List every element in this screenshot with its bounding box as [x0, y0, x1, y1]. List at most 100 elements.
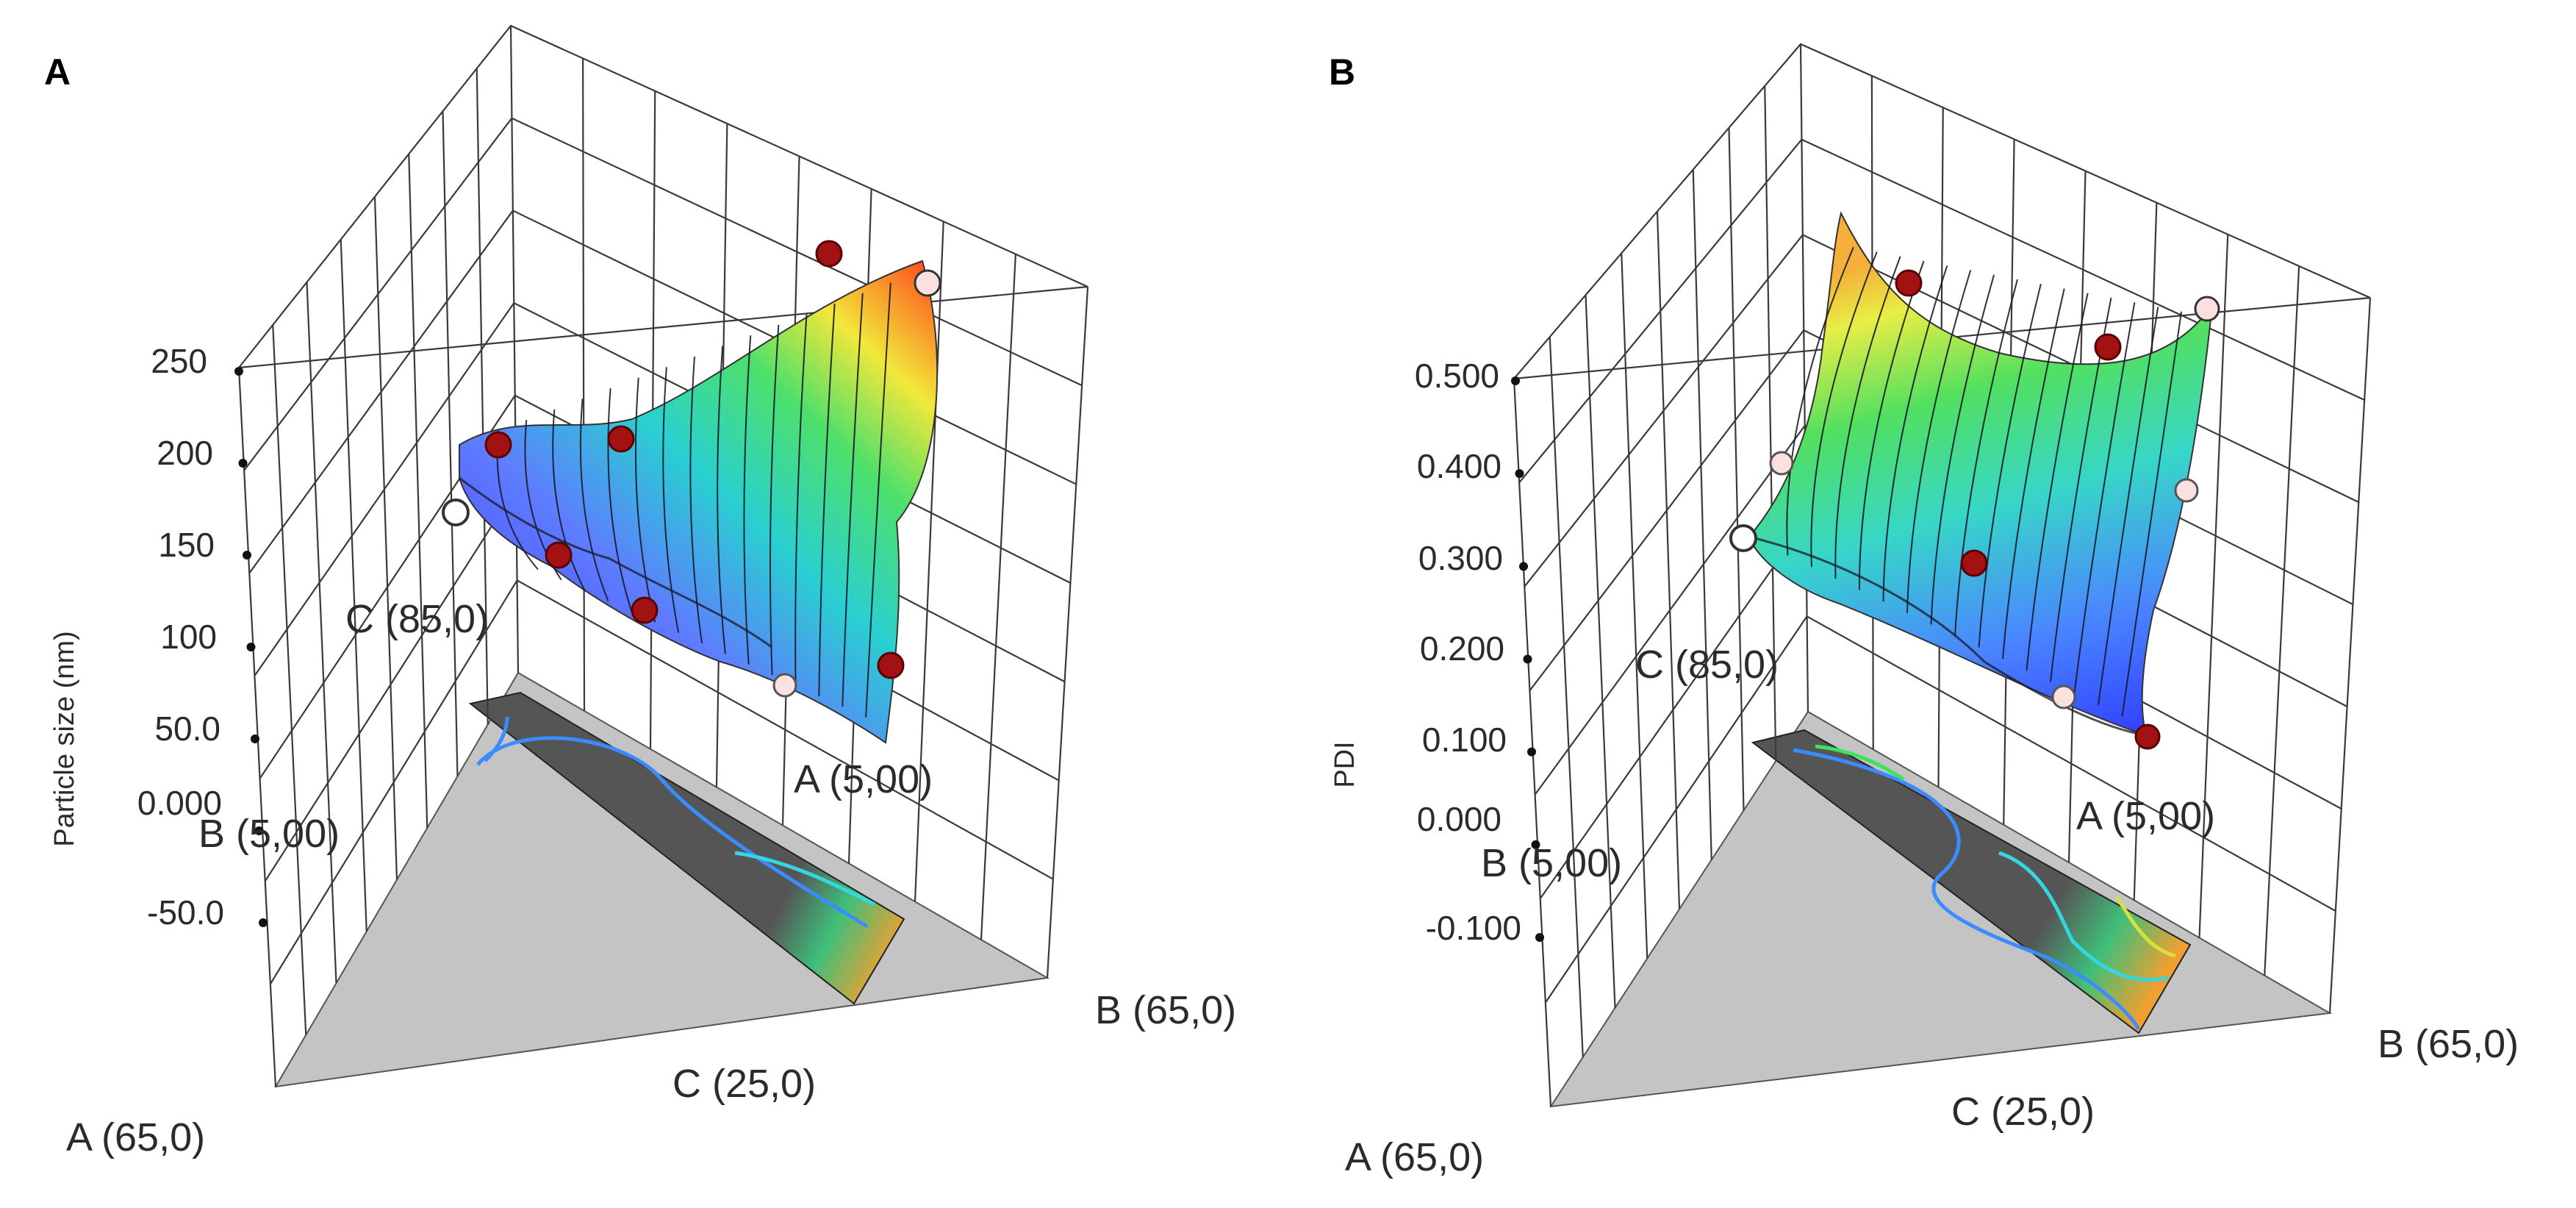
z-tick-mark [246, 643, 256, 651]
wall-grid-line [980, 254, 1016, 940]
z-tick-label: 0.500 [1415, 357, 1499, 395]
z-tick-label: 50.0 [154, 710, 220, 748]
wall-grid-line [476, 68, 489, 725]
panel-b-surface-fold [1748, 535, 2147, 737]
panel-a-vertex-a-low: A (5,00) [794, 757, 933, 801]
z-tick-label: 0.000 [137, 784, 222, 822]
panel-a-design-point [545, 541, 573, 569]
wall-grid-line [1585, 295, 1616, 1008]
panel-b-design-point [2174, 478, 2199, 503]
panel-b-design-point [1769, 451, 1794, 476]
panel-b-contour-line [1793, 748, 2141, 1031]
surface-mesh-line [1858, 260, 1925, 590]
panel-b-design-point [1729, 524, 1757, 552]
panel-b-contour-line [1998, 851, 2169, 982]
surface-mesh-line [1906, 270, 1972, 613]
wall-grid-line [340, 239, 367, 932]
panel-b-design-point [2051, 685, 2076, 710]
panel-b-mesh [1786, 246, 2183, 717]
surface-mesh-line [818, 304, 836, 696]
surface-mesh-line [2121, 311, 2183, 717]
z-tick-label: 250 [151, 342, 207, 380]
wall-grid-line [442, 111, 459, 776]
z-tick-label: 150 [158, 526, 215, 564]
wall-grid-line [582, 58, 586, 711]
panel-b-vertex-b-low: B (5,00) [1481, 841, 1622, 885]
panel-b-z-axis-title: PDI [1330, 741, 1360, 787]
panel-a-design-point [607, 425, 635, 453]
surface-mesh-line [2026, 293, 2089, 671]
panel-a-design-point [877, 651, 905, 679]
surface-mesh-line [2073, 302, 2136, 694]
panel-a-label: A [44, 51, 71, 93]
panel-a-response-surface [459, 260, 939, 744]
wall-grid-line [1728, 127, 1745, 811]
wall-grid-line [914, 221, 944, 902]
wall-grid-line [1549, 337, 1584, 1057]
surface-mesh-line [2098, 307, 2159, 705]
z-tick-mark [1527, 747, 1536, 757]
z-tick-mark [259, 918, 268, 927]
panel-a-contour-line [734, 851, 876, 907]
panel-a-vertex-b-high: B (65,0) [1095, 988, 1236, 1032]
panel-b-design-point [1960, 549, 1988, 577]
wall-grid-line [1764, 85, 1777, 762]
wall-grid-line [1621, 253, 1648, 959]
z-tick-label: -0.100 [1426, 909, 1521, 947]
z-tick-mark [1515, 469, 1524, 479]
panel-a-vertex-a-high: A (65,0) [66, 1115, 205, 1159]
panel-a-contour-strip [468, 691, 905, 1005]
surface-mesh-line [1930, 274, 1995, 625]
z-tick-mark [1519, 562, 1528, 571]
panel-b-contour-strip [1751, 729, 2192, 1034]
z-tick-mark [1535, 933, 1544, 942]
wall-grid-line [1656, 211, 1681, 909]
surface-mesh-line [2002, 288, 2065, 660]
panel-b-wall-lines [1518, 76, 2365, 1057]
surface-mesh-line [1954, 279, 2018, 637]
panel-a-design-point [484, 431, 512, 459]
z-tick-label: -50.0 [147, 893, 224, 932]
wall-grid-line [408, 154, 428, 829]
panel-a-contour-line [476, 736, 869, 929]
surface-mesh-line [743, 335, 752, 665]
z-tick-mark [1531, 840, 1540, 849]
z-tick-label: 0.300 [1418, 539, 1503, 577]
surface-mesh-line [579, 399, 609, 601]
panel-b-vertex-b-high: B (65,0) [2378, 1022, 2519, 1066]
wall-grid-line [306, 282, 337, 984]
panel-b-contour-line [2114, 896, 2176, 958]
panel-b-design-points [1729, 269, 2220, 750]
panel-a-base-triangle [274, 671, 1050, 1088]
panel-b-vertex-a-high: A (65,0) [1345, 1135, 1484, 1179]
z-tick-label: 0.200 [1420, 629, 1504, 668]
panel-b-vertex-a-low: A (5,00) [2076, 794, 2215, 838]
surface-mesh-line [1882, 265, 1948, 602]
z-tick-label: 0.000 [1417, 800, 1502, 838]
panel-a-design-points [442, 240, 941, 698]
panel-a: A [44, 24, 1236, 1159]
panel-a-design-point [772, 673, 797, 698]
panel-a-design-point [442, 498, 470, 526]
surface-mesh-line [552, 409, 586, 591]
surface-mesh-line [717, 346, 726, 654]
panel-b-design-point [2094, 333, 2122, 361]
surface-mesh-line [662, 367, 680, 633]
panel-b-design-point [2194, 296, 2220, 322]
surface-mesh-line [865, 282, 891, 718]
surface-mesh-line [769, 324, 780, 676]
panel-b: B 0.500 [1329, 43, 2519, 1179]
wall-grid-line [1692, 169, 1712, 860]
z-tick-label: 200 [157, 434, 213, 472]
panel-b-vertex-c-high: C (85,0) [1635, 643, 1779, 687]
z-tick-mark [1511, 376, 1520, 385]
panel-a-design-point [815, 240, 843, 268]
panel-a-contour-line [484, 716, 509, 762]
surface-mesh-line [1810, 251, 1878, 568]
surface-mesh-line [607, 388, 633, 612]
panel-a-vertex-c-high: C (85,0) [345, 597, 489, 641]
panel-a-z-axis-title: Particle size (nm) [49, 631, 80, 847]
surface-mesh-line [1978, 284, 2042, 648]
panel-b-grid [1513, 43, 2372, 1107]
